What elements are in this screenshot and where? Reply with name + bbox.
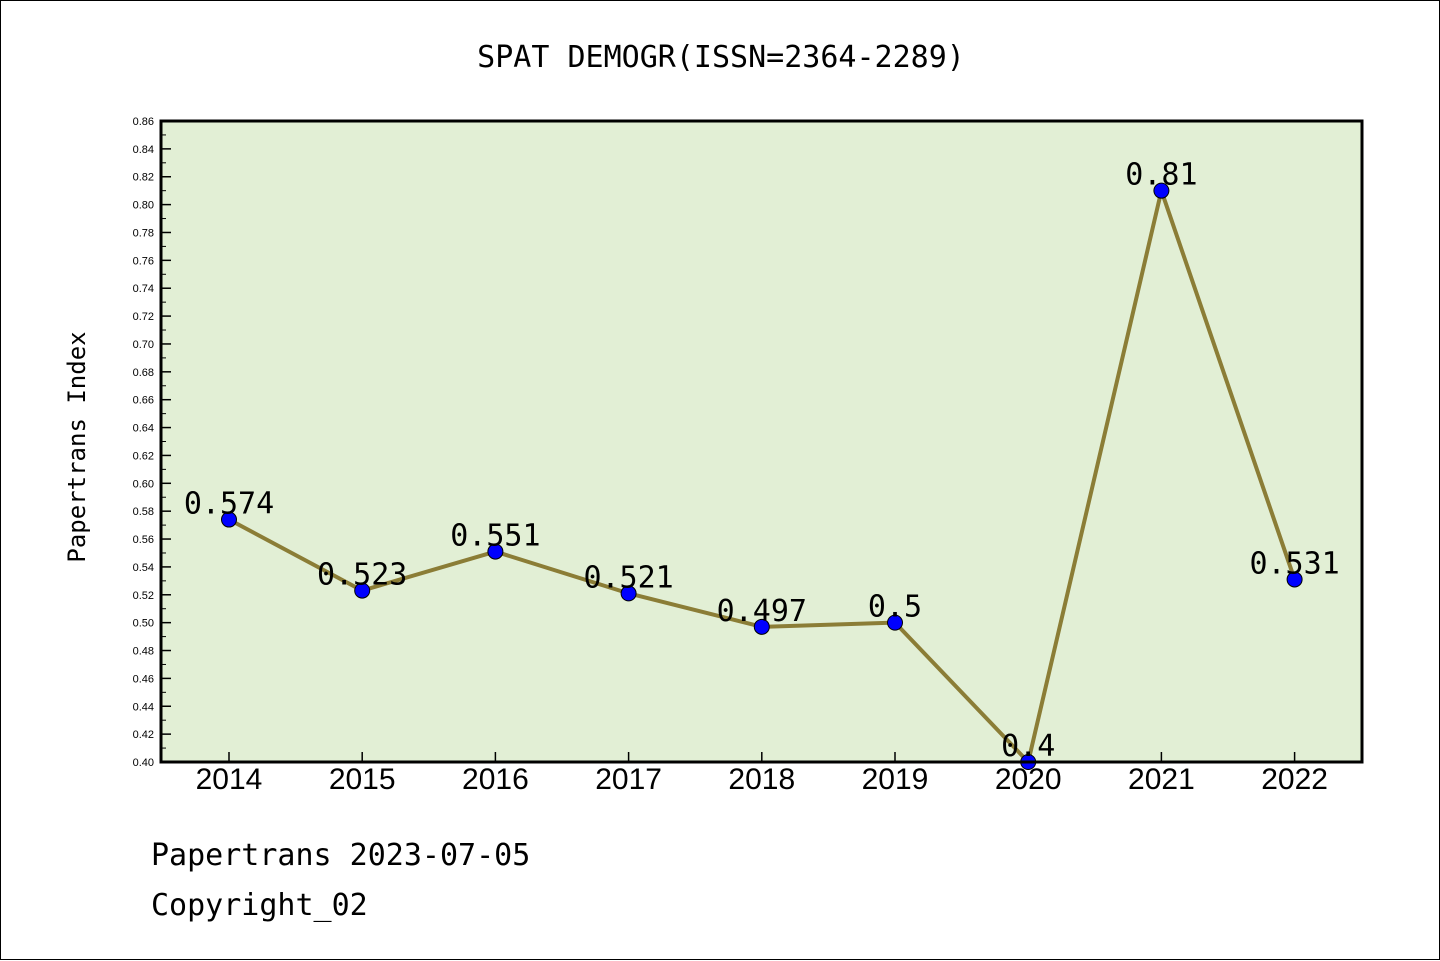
data-label: 0.551	[450, 519, 540, 554]
y-tick-label: 0.56	[133, 534, 154, 546]
data-label: 0.531	[1249, 546, 1339, 581]
y-axis-label: Papertrans Index	[63, 331, 91, 562]
data-label: 0.521	[583, 560, 673, 595]
y-tick-label: 0.74	[133, 283, 154, 295]
data-label: 0.574	[184, 487, 274, 522]
y-tick-label: 0.60	[133, 478, 154, 490]
data-point	[1286, 571, 1303, 588]
y-tick-label: 0.54	[133, 562, 154, 574]
y-tick-label: 0.66	[133, 395, 154, 407]
y-tick-label: 0.40	[133, 757, 154, 769]
y-tick-label: 0.52	[133, 590, 154, 602]
y-tick-label: 0.50	[133, 618, 154, 630]
footer-date: Papertrans 2023-07-05	[151, 838, 530, 873]
y-tick-label: 0.44	[133, 701, 154, 713]
plot-area	[161, 121, 1362, 762]
data-label: 0.497	[717, 594, 807, 629]
data-point	[354, 582, 371, 599]
x-tick-label: 2016	[462, 763, 529, 796]
y-tick-label: 0.64	[133, 423, 154, 435]
footer-copyright: Copyright_02	[151, 888, 368, 923]
y-tick-label: 0.72	[133, 311, 154, 323]
data-point	[620, 585, 637, 602]
x-tick-label: 2021	[1128, 763, 1195, 796]
chart-title: SPAT DEMOGR(ISSN=2364-2289)	[477, 40, 965, 75]
x-tick-label: 2014	[196, 763, 263, 796]
data-label: 0.81	[1125, 158, 1197, 193]
data-point	[1153, 182, 1170, 199]
data-label: 0.523	[317, 558, 407, 593]
data-point	[887, 614, 903, 631]
y-tick-label: 0.86	[133, 116, 154, 128]
data-labels-layer: 0.574 0.523 0.551 0.521 0.497 0.5 0.4 0.81 0.531	[184, 158, 1340, 764]
plot-border	[159, 119, 1364, 764]
y-tick-label: 0.48	[133, 646, 154, 658]
y-tick-label: 0.84	[133, 144, 154, 156]
data-point	[487, 543, 504, 560]
data-point	[753, 618, 770, 635]
y-tick-label: 0.70	[133, 339, 154, 351]
y-tick-label: 0.80	[133, 200, 154, 212]
y-tick-label: 0.46	[133, 673, 154, 685]
x-axis-ticks: 2014 2015 2016 2017 2018 2019 2020 2021 2022	[196, 752, 1328, 796]
y-axis-ticks: 0.40 0.42 0.44 0.46 0.48 0.50 0.52 0.54 0.56 0.58…	[133, 116, 171, 769]
y-tick-label: 0.76	[133, 255, 154, 267]
data-label: 0.5	[868, 590, 922, 625]
x-tick-label: 2022	[1261, 763, 1328, 796]
data-point	[221, 511, 237, 528]
y-tick-label: 0.62	[133, 450, 154, 462]
x-tick-label: 2018	[728, 763, 795, 796]
x-tick-label: 2019	[862, 763, 929, 796]
x-tick-label: 2017	[595, 763, 662, 796]
x-tick-label: 2015	[329, 763, 396, 796]
y-tick-label: 0.68	[133, 367, 154, 379]
y-tick-label: 0.58	[133, 506, 154, 518]
y-tick-label: 0.78	[133, 227, 154, 239]
y-tick-label: 0.42	[133, 729, 154, 741]
data-label: 0.4	[1001, 729, 1055, 764]
y-tick-label: 0.82	[133, 172, 154, 184]
